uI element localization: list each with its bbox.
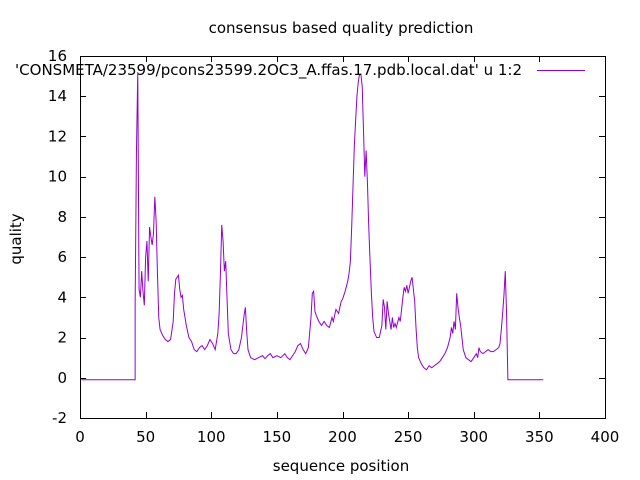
x-tick-label: 50	[136, 428, 155, 446]
x-tick-label: 100	[197, 428, 226, 446]
y-tick-label: 8	[57, 208, 67, 226]
x-tick-label: 400	[591, 428, 620, 446]
x-tick-label: 150	[263, 428, 292, 446]
x-axis-title: sequence position	[273, 457, 409, 475]
y-tick-label: 0	[57, 369, 67, 387]
axis-ticks: 0 50 100 150 200 250 300 350 400 -2 0 2 4 6 8 10 12 14 16	[48, 47, 619, 446]
y-tick-label: 6	[57, 248, 67, 266]
plot-frame	[80, 56, 606, 419]
y-tick-label: 14	[48, 87, 67, 105]
y-axis-title: quality	[7, 213, 25, 264]
y-tick-label: 4	[57, 288, 67, 306]
y-tick-label: 12	[48, 127, 67, 145]
y-tick-label: 16	[48, 47, 67, 65]
series-layer	[81, 72, 544, 381]
y-tick-label: 10	[48, 168, 67, 186]
legend: 'CONSMETA/23599/pcons23599.2OC3_A.ffas.1…	[15, 61, 585, 80]
y-tick-label: 2	[57, 329, 67, 347]
x-tick-label: 300	[459, 428, 488, 446]
x-tick-label: 350	[525, 428, 554, 446]
series-line	[81, 72, 544, 381]
x-tick-label: 200	[328, 428, 357, 446]
chart-title: consensus based quality prediction	[209, 19, 474, 37]
legend-series-label: 'CONSMETA/23599/pcons23599.2OC3_A.ffas.1…	[15, 61, 522, 80]
x-tick-label: 0	[75, 428, 85, 446]
y-tick-label: -2	[52, 409, 67, 427]
x-tick-label: 250	[394, 428, 423, 446]
